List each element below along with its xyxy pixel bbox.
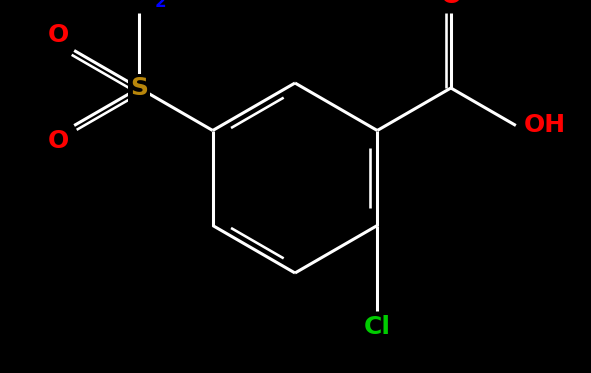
Text: O: O (48, 129, 69, 153)
Text: 2: 2 (155, 0, 166, 11)
Text: NH: NH (141, 0, 183, 5)
Text: S: S (130, 76, 148, 100)
FancyBboxPatch shape (134, 0, 189, 11)
Text: OH: OH (524, 113, 566, 138)
Text: Cl: Cl (364, 316, 391, 339)
Text: O: O (48, 23, 69, 47)
Text: O: O (440, 0, 462, 8)
